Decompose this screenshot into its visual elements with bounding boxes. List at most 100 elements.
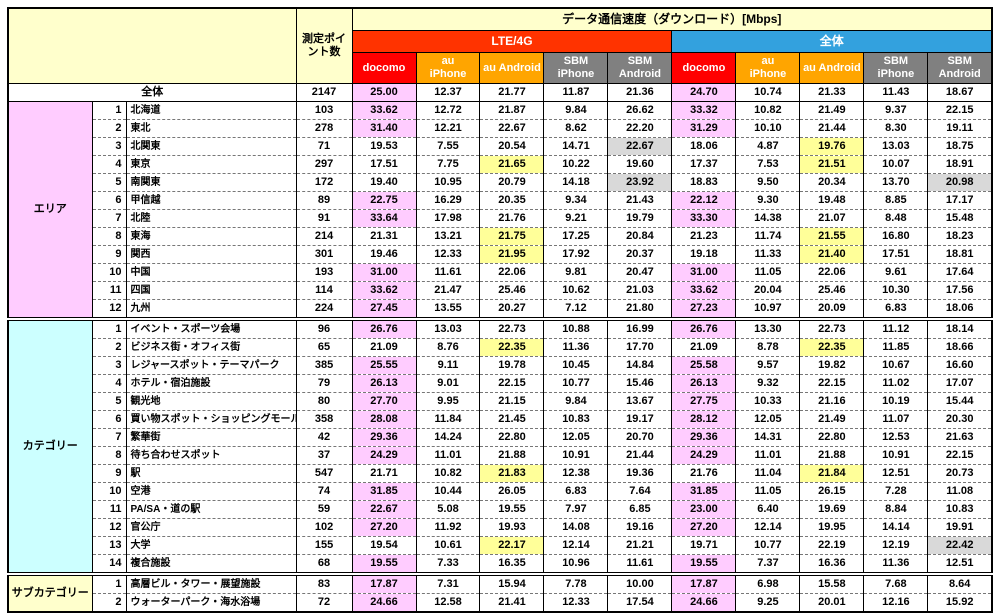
cell-speed-au-android-lte: 22.80 bbox=[479, 428, 545, 447]
table-row: 13 大学 155 19.54 10.61 22.17 12.14 21.21 19.71 10.… bbox=[8, 536, 993, 555]
table-row: 2 ビジネス街・オフィス街 65 21.09 8.76 22.35 11.36 17.70 21… bbox=[8, 338, 993, 357]
cell-speed-sbm-android-all: 18.66 bbox=[927, 338, 993, 357]
row-number: 14 bbox=[91, 554, 127, 574]
cell-speed-sbm-iphone-lte: 12.38 bbox=[543, 464, 609, 483]
cell-speed-sbm-iphone-lte: 14.71 bbox=[543, 137, 609, 156]
cell-speed-sbm-android-lte: 22.67 bbox=[607, 137, 673, 156]
row-label: PA/SA・道の駅 bbox=[125, 500, 297, 519]
cell-speed-au-android-all: 19.82 bbox=[799, 356, 865, 375]
points-count: 155 bbox=[295, 536, 353, 555]
column-header-docomo-lte: docomo bbox=[351, 52, 417, 84]
cell-speed-sbm-iphone-all: 8.48 bbox=[863, 209, 929, 228]
cell-speed-sbm-iphone-all: 10.07 bbox=[863, 155, 929, 174]
cell-speed-docomo-lte: 21.71 bbox=[351, 464, 417, 483]
cell-speed-au-android-all: 21.84 bbox=[799, 464, 865, 483]
row-label: 東北 bbox=[125, 119, 297, 138]
row-label: 甲信越 bbox=[125, 191, 297, 210]
cell-speed-sbm-iphone-all: 12.53 bbox=[863, 428, 929, 447]
cell-speed-sbm-iphone-all: 17.51 bbox=[863, 245, 929, 264]
cell-speed-sbm-android-lte: 17.70 bbox=[607, 338, 673, 357]
points-count: 358 bbox=[295, 410, 353, 429]
points-count: 79 bbox=[295, 374, 353, 393]
cell-speed-au-android-lte: 21.41 bbox=[479, 593, 545, 613]
cell-speed-docomo-lte: 17.51 bbox=[351, 155, 417, 174]
cell-speed-au-android-lte: 21.88 bbox=[479, 446, 545, 465]
cell-speed-sbm-android-all: 12.51 bbox=[927, 554, 993, 574]
points-count: 114 bbox=[295, 281, 353, 300]
row-label: 中国 bbox=[125, 263, 297, 282]
cell-speed-sbm-android-lte: 20.47 bbox=[607, 263, 673, 282]
cell-speed-sbm-android-all: 15.44 bbox=[927, 392, 993, 411]
cell-speed-au-android-lte: 21.77 bbox=[479, 83, 545, 102]
cell-speed-docomo-all: 29.36 bbox=[671, 428, 737, 447]
cell-speed-docomo-lte: 25.55 bbox=[351, 356, 417, 375]
points-count: 83 bbox=[295, 572, 353, 594]
cell-speed-au-android-all: 21.49 bbox=[799, 410, 865, 429]
row-label: 大学 bbox=[125, 536, 297, 555]
cell-speed-sbm-android-lte: 19.60 bbox=[607, 155, 673, 174]
cell-speed-au-iphone-all: 11.74 bbox=[735, 227, 801, 246]
table-row: 4 ホテル・宿泊施設 79 26.13 9.01 22.15 10.77 15.46 26.13… bbox=[8, 374, 993, 393]
column-header-au-iphone-lte: au iPhone bbox=[415, 52, 481, 84]
row-label: 高層ビル・タワー・展望施設 bbox=[125, 572, 297, 594]
table-row: 2 ウォーターパーク・海水浴場 72 24.66 12.58 21.41 12.33 17.5… bbox=[8, 593, 993, 613]
cell-speed-au-android-lte: 22.35 bbox=[479, 338, 545, 357]
cell-speed-au-android-lte: 21.87 bbox=[479, 101, 545, 120]
cell-speed-sbm-iphone-lte: 10.96 bbox=[543, 554, 609, 574]
cell-speed-sbm-android-lte: 21.44 bbox=[607, 446, 673, 465]
cell-speed-au-android-all: 20.01 bbox=[799, 593, 865, 613]
cell-speed-docomo-all: 31.00 bbox=[671, 263, 737, 282]
cell-speed-docomo-lte: 29.36 bbox=[351, 428, 417, 447]
cell-speed-au-iphone-lte: 9.95 bbox=[415, 392, 481, 411]
cell-speed-au-iphone-all: 10.10 bbox=[735, 119, 801, 138]
cell-speed-sbm-iphone-all: 12.19 bbox=[863, 536, 929, 555]
table-row: 12 官公庁 102 27.20 11.92 19.93 14.08 19.16 27.20 12… bbox=[8, 518, 993, 537]
row-label: 官公庁 bbox=[125, 518, 297, 537]
cell-speed-sbm-android-all: 17.64 bbox=[927, 263, 993, 282]
cell-speed-sbm-android-lte: 6.85 bbox=[607, 500, 673, 519]
cell-speed-au-iphone-lte: 11.84 bbox=[415, 410, 481, 429]
cell-speed-au-android-lte: 20.79 bbox=[479, 173, 545, 192]
cell-speed-docomo-lte: 27.70 bbox=[351, 392, 417, 411]
row-label: 複合施設 bbox=[125, 554, 297, 574]
row-number: 8 bbox=[91, 446, 127, 465]
cell-speed-docomo-all: 23.00 bbox=[671, 500, 737, 519]
cell-speed-au-iphone-all: 10.97 bbox=[735, 299, 801, 319]
cell-speed-docomo-all: 18.83 bbox=[671, 173, 737, 192]
cell-speed-docomo-lte: 26.13 bbox=[351, 374, 417, 393]
cell-speed-docomo-all: 17.87 bbox=[671, 572, 737, 594]
points-count: 193 bbox=[295, 263, 353, 282]
cell-speed-au-android-lte: 22.06 bbox=[479, 263, 545, 282]
points-count: 96 bbox=[295, 317, 353, 339]
cell-speed-docomo-all: 33.62 bbox=[671, 281, 737, 300]
cell-speed-sbm-iphone-lte: 12.33 bbox=[543, 593, 609, 613]
row-label: 買い物スポット・ショッピングモール bbox=[125, 410, 297, 429]
table-row: 12 九州 224 27.45 13.55 20.27 7.12 21.80 27.23 10.9… bbox=[8, 299, 993, 319]
cell-speed-sbm-android-all: 18.14 bbox=[927, 317, 993, 339]
cell-speed-docomo-all: 22.12 bbox=[671, 191, 737, 210]
cell-speed-au-iphone-lte: 10.61 bbox=[415, 536, 481, 555]
row-number: 1 bbox=[91, 572, 127, 594]
cell-speed-sbm-android-all: 18.06 bbox=[927, 299, 993, 319]
cell-speed-sbm-android-all: 22.15 bbox=[927, 446, 993, 465]
points-count: 42 bbox=[295, 428, 353, 447]
cell-speed-au-iphone-lte: 12.21 bbox=[415, 119, 481, 138]
cell-speed-sbm-iphone-all: 10.91 bbox=[863, 446, 929, 465]
table-row: 8 待ち合わせスポット 37 24.29 11.01 21.88 10.91 21.44 24.… bbox=[8, 446, 993, 465]
cell-speed-docomo-lte: 25.00 bbox=[351, 83, 417, 102]
row-label: 東京 bbox=[125, 155, 297, 174]
points-count: 214 bbox=[295, 227, 353, 246]
table-row: 10 中国 193 31.00 11.61 22.06 9.81 20.47 31.00 11.0… bbox=[8, 263, 993, 282]
row-number: 10 bbox=[91, 263, 127, 282]
row-number: 5 bbox=[91, 392, 127, 411]
cell-speed-sbm-iphone-lte: 9.84 bbox=[543, 101, 609, 120]
cell-speed-au-android-all: 19.76 bbox=[799, 137, 865, 156]
group-header-lte: LTE/4G bbox=[351, 30, 673, 53]
cell-speed-au-android-lte: 21.83 bbox=[479, 464, 545, 483]
cell-speed-au-iphone-lte: 10.82 bbox=[415, 464, 481, 483]
table-row: 8 東海 214 21.31 13.21 21.75 17.25 20.84 21.23 11.7… bbox=[8, 227, 993, 246]
cell-speed-au-iphone-lte: 10.95 bbox=[415, 173, 481, 192]
row-number: 12 bbox=[91, 518, 127, 537]
corner-cell bbox=[7, 7, 297, 84]
cell-speed-sbm-iphone-lte: 7.12 bbox=[543, 299, 609, 319]
